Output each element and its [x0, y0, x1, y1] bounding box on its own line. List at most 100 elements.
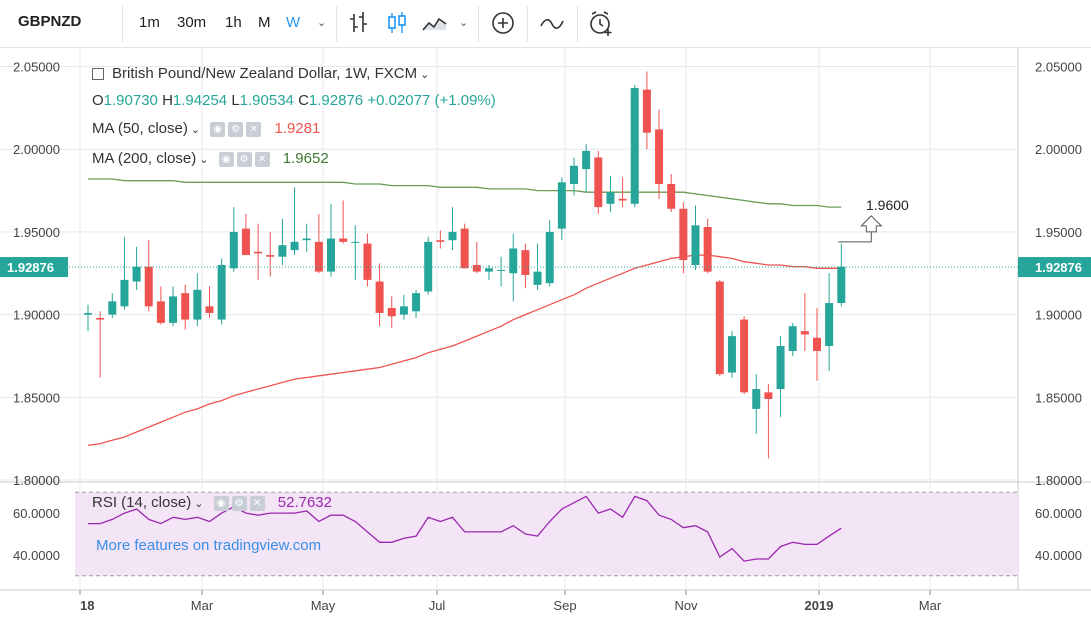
- candle-up: [570, 157, 578, 196]
- candle-body: [254, 251, 263, 254]
- remove-icon[interactable]: ✕: [254, 152, 270, 168]
- candle-up: [788, 322, 797, 356]
- close-value: 1.92876: [308, 92, 364, 109]
- candle-body: [436, 240, 445, 242]
- interval-1h[interactable]: 1h: [225, 14, 242, 31]
- candle-body: [582, 150, 591, 170]
- remove-icon[interactable]: ✕: [249, 496, 265, 512]
- visibility-icon[interactable]: ◉: [210, 122, 226, 138]
- candle-body: [618, 198, 627, 201]
- candle-body: [144, 266, 153, 307]
- target-arrow-icon: [860, 215, 883, 233]
- candle-body: [642, 89, 651, 133]
- candle-down: [715, 279, 724, 376]
- candle-body: [497, 269, 506, 271]
- bar-style-icon[interactable]: [344, 8, 374, 38]
- candle-body: [594, 157, 603, 208]
- time-tick-label: Jul: [429, 598, 446, 613]
- price-tick-left: 1.85000: [13, 390, 60, 405]
- last-price-tag-right: [1018, 257, 1091, 278]
- open-label: O: [92, 92, 104, 109]
- remove-icon[interactable]: ✕: [246, 122, 262, 138]
- ma50-dropdown-icon[interactable]: ⌄: [190, 124, 201, 136]
- candle-down: [521, 243, 530, 289]
- candle-up: [290, 187, 299, 256]
- settings-icon[interactable]: ⚙: [231, 496, 247, 512]
- interval-dropdown-icon[interactable]: ⌄: [317, 17, 327, 29]
- candle-down: [740, 316, 749, 394]
- settings-icon[interactable]: ⚙: [236, 152, 252, 168]
- candle-body: [533, 271, 542, 285]
- low-value: 1.90534: [239, 92, 294, 109]
- candle-body: [132, 266, 141, 282]
- ma50-line: [87, 254, 842, 446]
- interval-month[interactable]: M: [258, 14, 271, 31]
- candle-up: [582, 144, 591, 193]
- candle-down: [764, 384, 773, 459]
- change-value: +0.02077 (+1.09%): [367, 92, 496, 109]
- add-indicator-icon[interactable]: [488, 8, 518, 38]
- candle-body: [837, 266, 846, 304]
- candle-body: [521, 250, 530, 275]
- legend-dropdown-icon[interactable]: ⌄: [420, 69, 430, 81]
- candle-body: [351, 241, 360, 243]
- candle-up: [351, 225, 360, 280]
- ma50-label[interactable]: MA (50, close): [92, 120, 188, 137]
- ma50-value: 1.9281: [274, 120, 321, 137]
- candle-body: [205, 306, 214, 313]
- candle-body: [667, 183, 676, 209]
- candle-down: [96, 311, 105, 378]
- rsi-label[interactable]: RSI (14, close): [92, 494, 192, 511]
- price-tick-left: 1.90000: [13, 308, 60, 323]
- candle-down: [436, 230, 445, 249]
- candle-up: [217, 258, 226, 325]
- visibility-icon[interactable]: ◉: [213, 496, 229, 512]
- candle-body: [448, 231, 457, 241]
- ma200-label[interactable]: MA (200, close): [92, 150, 197, 167]
- settings-icon[interactable]: ⚙: [228, 122, 244, 138]
- chart-style-dropdown-icon[interactable]: ⌄: [459, 17, 469, 29]
- candle-down: [375, 263, 384, 327]
- candle-body: [752, 389, 761, 409]
- open-value: 1.90730: [103, 92, 158, 109]
- candle-up: [412, 289, 421, 318]
- toolbar-divider: [336, 6, 337, 42]
- symbol-search[interactable]: GBPNZD: [18, 13, 82, 30]
- candle-body: [727, 336, 736, 373]
- candle-style-icon[interactable]: [382, 8, 412, 38]
- candle-up: [229, 207, 238, 272]
- price-tick-left: 2.05000: [13, 60, 60, 75]
- visibility-icon[interactable]: ◉: [218, 152, 234, 168]
- candle-body: [740, 319, 749, 393]
- candle-down: [363, 233, 372, 287]
- candle-up: [557, 177, 566, 241]
- collapse-legend-icon[interactable]: [92, 68, 104, 81]
- candle-up: [727, 331, 736, 378]
- rsi-tick-right: 60.0000: [1035, 506, 1082, 521]
- candle-body: [363, 243, 372, 280]
- time-tick-label: Nov: [674, 598, 698, 613]
- candle-up: [120, 236, 129, 310]
- candle-body: [715, 281, 724, 375]
- candle-body: [825, 303, 834, 347]
- candle-up: [424, 236, 433, 295]
- watermark-link[interactable]: More features on tradingview.com: [96, 537, 322, 554]
- rsi-legend: RSI (14, close) ⌄ ◉ ⚙ ✕ 52.7632: [92, 494, 332, 512]
- high-label: H: [162, 92, 173, 109]
- candle-body: [327, 238, 335, 272]
- interval-week[interactable]: W: [286, 14, 301, 31]
- last-price-label-left: 1.92876: [7, 260, 54, 275]
- candle-body: [156, 301, 165, 323]
- area-style-icon[interactable]: [419, 8, 449, 38]
- alert-icon[interactable]: [586, 8, 616, 38]
- compare-icon[interactable]: [537, 8, 567, 38]
- candle-body: [108, 301, 117, 315]
- legend-title[interactable]: British Pound/New Zealand Dollar, 1W, FX…: [112, 65, 418, 82]
- candle-down: [642, 71, 651, 150]
- rsi-dropdown-icon[interactable]: ⌄: [194, 498, 204, 510]
- ma200-dropdown-icon[interactable]: ⌄: [199, 154, 209, 166]
- candle-down: [594, 150, 603, 214]
- interval-1m[interactable]: 1m: [139, 14, 160, 31]
- interval-30m[interactable]: 30m: [177, 14, 207, 31]
